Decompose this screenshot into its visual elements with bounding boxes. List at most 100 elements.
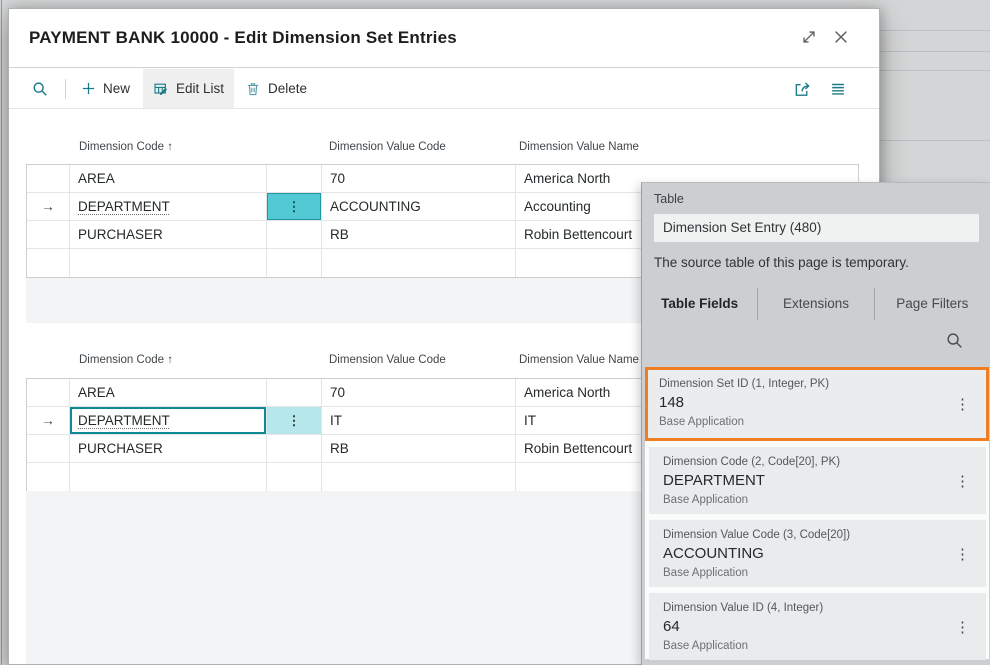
list-icon <box>829 80 847 98</box>
delete-button-label: Delete <box>268 81 308 96</box>
more-options-icon: ⋮ <box>287 199 301 214</box>
expand-icon <box>800 28 818 46</box>
background-row-divider <box>878 140 990 141</box>
cell-dimension-code-active[interactable]: DEPARTMENT <box>70 193 267 221</box>
cell-dimension-code[interactable]: PURCHASER <box>70 221 267 249</box>
cell-empty[interactable] <box>70 249 267 277</box>
field-value: ACCOUNTING <box>663 545 764 562</box>
column-header-dimension-value-name[interactable]: Dimension Value Name <box>519 354 639 366</box>
temporary-table-note: The source table of this page is tempora… <box>654 255 909 270</box>
field-card-dimension-value-code[interactable]: Dimension Value Code (3, Code[20]) ACCOU… <box>649 520 986 587</box>
view-options-button[interactable] <box>823 69 853 108</box>
share-button[interactable] <box>787 69 818 108</box>
cell-dimension-code[interactable]: PURCHASER <box>70 435 267 463</box>
active-row-selector[interactable]: → <box>27 193 70 221</box>
page-inspection-panel: Table Dimension Set Entry (480) The sour… <box>641 182 990 665</box>
column-header-dimension-code[interactable]: Dimension Code ↑ <box>79 141 173 153</box>
tab-page-filters[interactable]: Page Filters <box>896 296 969 311</box>
tab-divider <box>757 288 759 320</box>
cell-dimension-code[interactable]: AREA <box>70 379 267 407</box>
background-row-divider <box>878 30 990 31</box>
edit-list-button-label: Edit List <box>176 81 225 96</box>
field-card-dimension-code[interactable]: Dimension Code (2, Code[20], PK) DEPARTM… <box>649 447 986 514</box>
cell-options-active[interactable]: ⋮ <box>267 193 322 221</box>
cell-options[interactable] <box>267 435 322 463</box>
cell-dimension-value-code[interactable]: ACCOUNTING <box>322 193 516 221</box>
cell-dimension-code-focused[interactable]: DEPARTMENT <box>70 407 267 435</box>
row-selector[interactable] <box>27 435 70 463</box>
field-more-options-icon[interactable]: ⋮ <box>955 396 970 413</box>
search-icon <box>945 331 964 350</box>
field-more-options-icon[interactable]: ⋮ <box>955 618 970 636</box>
sort-ascending-icon: ↑ <box>167 354 173 366</box>
field-more-options-icon[interactable]: ⋮ <box>955 472 970 490</box>
edit-dimension-set-entries-dialog: PAYMENT BANK 10000 - Edit Dimension Set … <box>8 8 880 665</box>
tab-table-fields[interactable]: Table Fields <box>661 296 739 311</box>
cell-dimension-value-code[interactable]: IT <box>322 407 516 435</box>
share-icon <box>793 79 812 98</box>
background-page-edge <box>1 0 2 665</box>
field-meta: Dimension Code (2, Code[20], PK) <box>663 456 841 468</box>
fields-search-button[interactable] <box>945 331 964 350</box>
field-source: Base Application <box>663 567 749 579</box>
cell-options-active[interactable]: ⋮ <box>267 407 322 435</box>
tab-divider <box>873 288 875 320</box>
cell-dimension-value-code[interactable]: 70 <box>322 379 516 407</box>
search-button[interactable] <box>25 69 55 108</box>
new-button-label: New <box>103 81 131 96</box>
dialog-title: PAYMENT BANK 10000 - Edit Dimension Set … <box>29 28 457 47</box>
field-card-dimension-set-id[interactable]: Dimension Set ID (1, Integer, PK) 148 Ba… <box>645 367 989 441</box>
row-selector[interactable] <box>27 221 70 249</box>
field-value: 148 <box>659 394 685 411</box>
cell-options[interactable] <box>267 221 322 249</box>
cell-options[interactable] <box>267 165 322 193</box>
field-source: Base Application <box>663 640 749 652</box>
expand-dialog-button[interactable] <box>795 23 823 51</box>
close-dialog-button[interactable] <box>827 23 855 51</box>
column-header-dimension-value-code[interactable]: Dimension Value Code <box>329 141 446 153</box>
toolbar-divider <box>65 79 66 99</box>
table-name-field[interactable]: Dimension Set Entry (480) <box>654 214 979 242</box>
field-more-options-icon[interactable]: ⋮ <box>955 545 970 563</box>
cell-empty[interactable] <box>322 249 516 277</box>
row-selector[interactable] <box>27 165 70 193</box>
field-meta: Dimension Set ID (1, Integer, PK) <box>659 378 830 390</box>
row-selector[interactable] <box>27 249 70 277</box>
column-header-dimension-value-code[interactable]: Dimension Value Code <box>329 354 446 366</box>
delete-button[interactable]: Delete <box>235 69 317 108</box>
field-value: 64 <box>663 618 680 635</box>
field-value: DEPARTMENT <box>663 472 765 489</box>
trash-icon <box>245 81 261 97</box>
field-meta: Dimension Value Code (3, Code[20]) <box>663 529 851 541</box>
new-button[interactable]: New <box>71 69 140 108</box>
cell-dimension-value-code[interactable]: 70 <box>322 165 516 193</box>
cell-empty[interactable] <box>322 463 516 491</box>
table-fields-list: Dimension Set ID (1, Integer, PK) 148 Ba… <box>645 367 989 660</box>
row-selector[interactable] <box>27 379 70 407</box>
active-row-arrow-icon: → <box>41 199 55 214</box>
background-row-divider <box>878 70 990 71</box>
inspector-tabs: Table Fields Extensions Page Filters <box>642 284 990 324</box>
edit-list-button[interactable]: Edit List <box>143 69 235 108</box>
dialog-toolbar: New Edit List Delete <box>9 69 879 109</box>
column-header-dimension-code[interactable]: Dimension Code ↑ <box>79 354 173 366</box>
cell-options[interactable] <box>267 463 322 491</box>
active-row-arrow-icon: → <box>41 413 55 428</box>
cell-options[interactable] <box>267 379 322 407</box>
dialog-titlebar: PAYMENT BANK 10000 - Edit Dimension Set … <box>9 9 879 68</box>
cell-dimension-value-code[interactable]: RB <box>322 221 516 249</box>
field-meta: Dimension Value ID (4, Integer) <box>663 602 824 614</box>
cell-empty[interactable] <box>70 463 267 491</box>
field-source: Base Application <box>659 416 745 428</box>
cell-options[interactable] <box>267 249 322 277</box>
column-header-dimension-value-name[interactable]: Dimension Value Name <box>519 141 639 153</box>
field-card-dimension-value-id[interactable]: Dimension Value ID (4, Integer) 64 Base … <box>649 593 986 660</box>
tab-extensions[interactable]: Extensions <box>782 296 850 311</box>
cell-dimension-code[interactable]: AREA <box>70 165 267 193</box>
row-selector[interactable] <box>27 463 70 491</box>
plus-icon <box>81 81 96 96</box>
active-row-selector[interactable]: → <box>27 407 70 435</box>
cell-dimension-value-code[interactable]: RB <box>322 435 516 463</box>
background-row-divider <box>878 51 990 52</box>
sort-ascending-icon: ↑ <box>167 141 173 153</box>
